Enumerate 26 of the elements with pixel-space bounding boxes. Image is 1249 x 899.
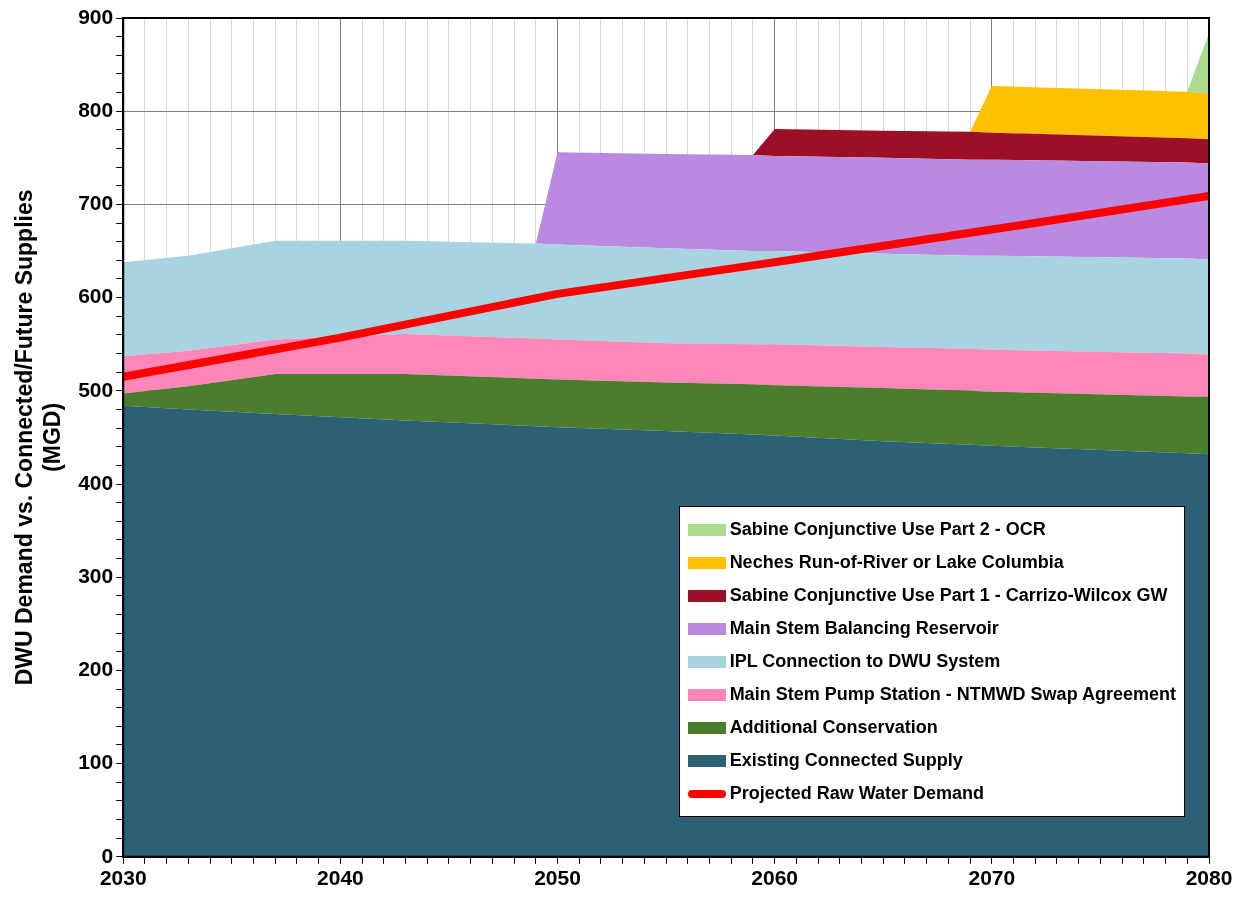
- y-tick-label: 700: [78, 191, 114, 215]
- legend-label: IPL Connection to DWU System: [729, 650, 1001, 673]
- y-tick-label: 100: [78, 750, 114, 774]
- y-tick-label: 0: [101, 843, 114, 867]
- legend-label: Sabine Conjunctive Use Part 1 - Carrizo-Wilcox GW: [729, 584, 1168, 607]
- y-tick-label: 300: [78, 564, 114, 587]
- x-tick-label: 2070: [968, 866, 1016, 890]
- y-tick-label: 400: [78, 470, 114, 494]
- x-tick-label: 2060: [751, 866, 799, 890]
- legend-label: Additional Conservation: [729, 716, 938, 739]
- x-tick-label: 2030: [99, 866, 147, 890]
- y-tick-label: 900: [78, 4, 114, 28]
- x-tick-label: 2080: [1185, 866, 1233, 890]
- legend-label: Neches Run-of-River or Lake Columbia: [729, 551, 1064, 574]
- y-tick-label: 600: [78, 284, 114, 308]
- legend-label: Main Stem Balancing Reservoir: [729, 617, 999, 640]
- x-tick-label: 2050: [534, 866, 581, 890]
- x-tick-label: 2040: [317, 866, 364, 890]
- y-axis-title: DWU Demand vs. Connected/Future Supplies (MGD): [11, 189, 65, 686]
- legend-label: Main Stem Pump Station - NTMWD Swap Agreement: [729, 683, 1176, 706]
- legend-label: Projected Raw Water Demand: [729, 782, 985, 805]
- y-tick-label: 200: [78, 657, 114, 681]
- legend-label: Sabine Conjunctive Use Part 2 - OCR: [729, 518, 1046, 541]
- y-tick-label: 500: [78, 377, 114, 401]
- legend-label: Existing Connected Supply: [729, 749, 963, 772]
- y-tick-label: 800: [78, 98, 114, 121]
